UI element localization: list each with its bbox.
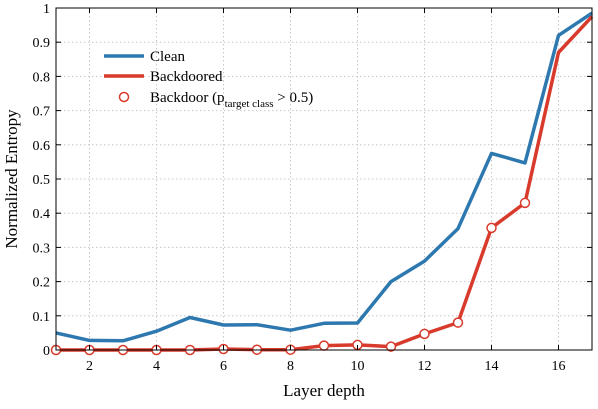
y-tick-label: 0.7: [33, 105, 51, 120]
legend-label-backdoor-sub: target class: [225, 98, 274, 110]
y-tick-label: 0.5: [33, 173, 51, 188]
legend: Clean Backdoored Backdoor (ptarget class…: [104, 49, 313, 110]
backdoor-marker-point: [419, 328, 430, 340]
legend-label-backdoor-main: Backdoor (p: [150, 90, 225, 106]
y-tick-label: 0.4: [33, 207, 51, 222]
y-tick-label: 0: [43, 344, 50, 359]
y-tick-label: 0.8: [33, 70, 51, 85]
backdoor-marker-point: [318, 340, 330, 351]
legend-label-backdoored: Backdoored: [150, 69, 223, 85]
x-tick-label: 4: [153, 359, 160, 374]
y-tick-label: 0.3: [33, 241, 51, 256]
grid: [56, 8, 592, 350]
x-tick-label: 10: [351, 359, 365, 374]
y-tick-label: 0.1: [33, 310, 51, 325]
x-tick-label: 2: [86, 359, 93, 374]
backdoor-marker-point: [486, 222, 497, 234]
x-tick-label: 14: [485, 359, 499, 374]
x-axis-label: Layer depth: [283, 381, 365, 400]
legend-label-backdoor: Backdoor (ptarget class > 0.5): [150, 90, 313, 110]
series-line-clean: [55, 11, 593, 343]
x-tick-label: 16: [552, 359, 566, 374]
y-tick-label: 0.9: [33, 36, 51, 51]
backdoor-marker-point: [385, 341, 397, 352]
y-tick-label: 0.2: [33, 276, 51, 291]
y-axis-label: Normalized Entropy: [2, 109, 21, 249]
marker-layer: [50, 197, 531, 356]
backdoor-marker-point: [452, 317, 464, 328]
x-tick-label: 6: [220, 359, 227, 374]
x-tick-label: 12: [418, 359, 432, 374]
legend-swatch-backdoor-marker: [118, 91, 130, 103]
backdoor-marker-point: [519, 197, 531, 209]
y-tick-label: 1: [43, 2, 50, 17]
legend-label-clean: Clean: [150, 49, 185, 65]
axis-ticks: 2 4 6 8 10 12 14 16 0 0.1 0.2 0.3 0.4 0.5 0.6 0.7 0.8 0.9…: [33, 2, 592, 374]
legend-label-backdoor-tail: > 0.5): [274, 90, 314, 106]
x-tick-label: 8: [287, 359, 294, 374]
y-tick-label: 0.6: [33, 139, 51, 154]
